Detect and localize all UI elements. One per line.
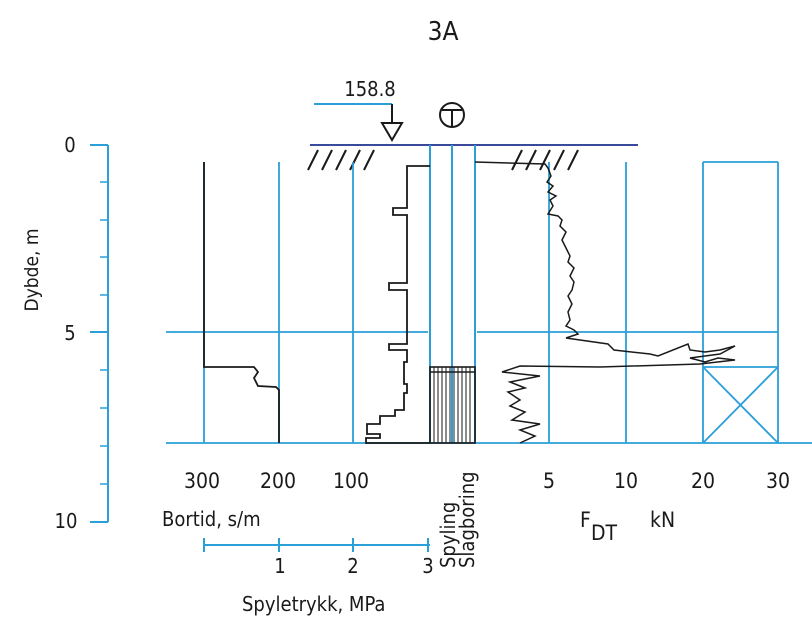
spyling-label: Spyling bbox=[436, 502, 460, 568]
fdt-tick-10: 10 bbox=[614, 469, 638, 493]
sounding-symbol-icon bbox=[439, 102, 465, 128]
depth-axis: 0 5 10 Dybde, m bbox=[21, 133, 109, 533]
spyletrykk-tick-2: 2 bbox=[347, 554, 358, 578]
depth-axis-label: Dybde, m bbox=[21, 228, 43, 311]
fdt-label-main: F bbox=[580, 508, 591, 532]
bortid-tick-labels: 300 200 100 bbox=[184, 469, 369, 493]
fdt-gridlines bbox=[548, 161, 779, 443]
diagram-title: 3A bbox=[428, 17, 459, 47]
fdt-tick-20: 20 bbox=[691, 469, 715, 493]
rock-zone-cross bbox=[702, 366, 779, 444]
depth-tick-5: 5 bbox=[64, 321, 75, 345]
fdt-label-sub: DT bbox=[591, 521, 618, 545]
fdt-curve bbox=[474, 161, 736, 444]
bortid-tick-200: 200 bbox=[260, 469, 296, 493]
fdt-label-unit: kN bbox=[650, 508, 675, 532]
bortid-curve bbox=[203, 162, 280, 443]
spyletrykk-tick-1: 1 bbox=[274, 554, 285, 578]
bortid-tick-300: 300 bbox=[184, 469, 220, 493]
fdt-tick-5: 5 bbox=[543, 469, 555, 493]
bortid-axis-label: Bortid, s/m bbox=[162, 507, 261, 531]
depth-tick-10: 10 bbox=[55, 509, 78, 533]
fdt-tick-labels: 5 10 20 30 bbox=[543, 469, 790, 493]
fdt-tick-30: 30 bbox=[766, 469, 790, 493]
elevation-value: 158.8 bbox=[344, 77, 396, 101]
slagboring-hatch bbox=[429, 366, 476, 444]
slagboring-label: Slagboring bbox=[455, 471, 479, 568]
spyletrykk-axis-label: Spyletrykk, MPa bbox=[242, 592, 385, 616]
fdt-axis-label: F DT kN bbox=[580, 508, 675, 545]
spyletrykk-scale: 1 2 3 Spyletrykk, MPa bbox=[203, 538, 434, 616]
bortid-tick-100: 100 bbox=[333, 469, 369, 493]
depth-tick-0: 0 bbox=[64, 133, 75, 157]
spyletrykk-tick-3: 3 bbox=[422, 554, 433, 578]
center-column bbox=[429, 145, 476, 443]
elevation-marker: 158.8 bbox=[314, 77, 404, 142]
spyletrykk-curve bbox=[365, 165, 430, 444]
ground-surface bbox=[307, 144, 638, 171]
